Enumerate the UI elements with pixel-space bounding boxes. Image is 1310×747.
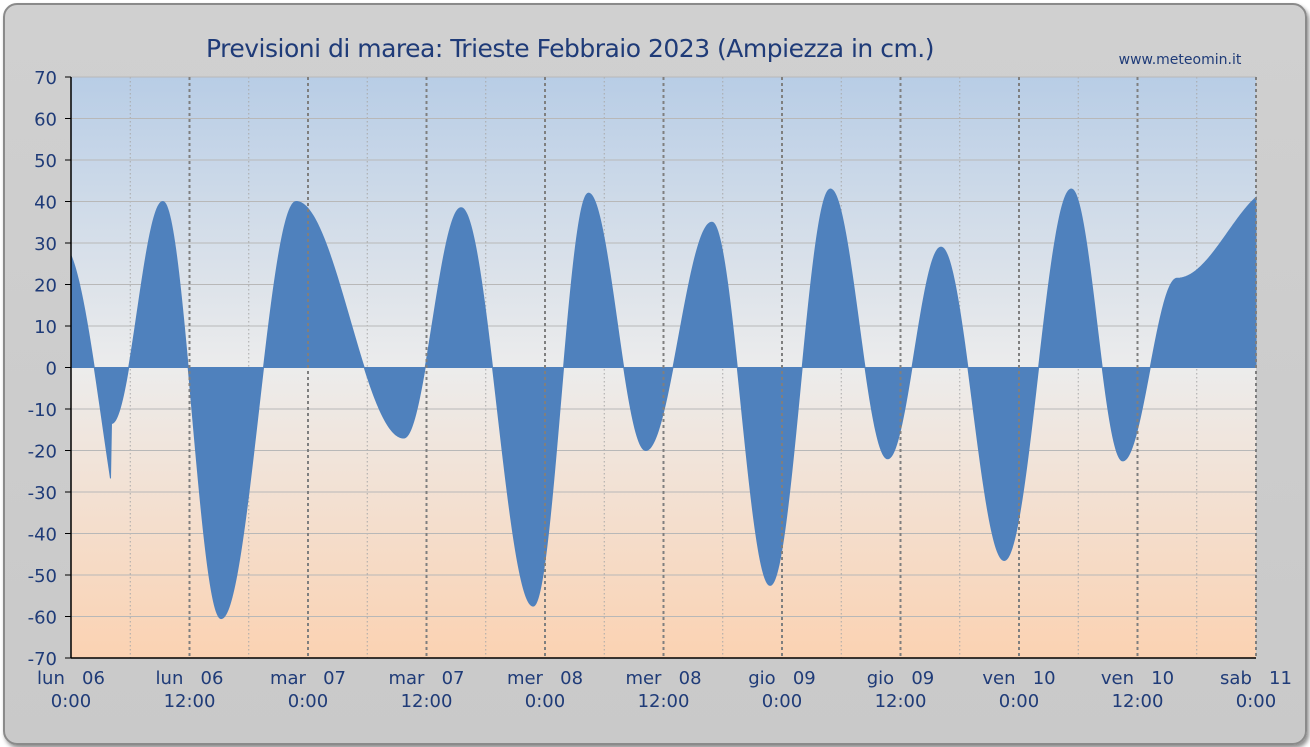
x-tick-label-day: mer 08	[625, 668, 701, 689]
x-tick-label-day: mar 07	[270, 668, 346, 689]
y-tick-label: -20	[28, 442, 57, 463]
y-tick-label: 60	[34, 110, 57, 131]
minor-gridlines	[129, 77, 1198, 658]
x-tick-label-time: 0:00	[525, 691, 565, 712]
x-tick-label-day: gio 09	[867, 668, 935, 689]
x-tick-label-time: 12:00	[164, 691, 216, 712]
y-tick-labels: 70 60 50 40 30 20 10 0 -10 -20 -30 -40 -50 -60 -70	[28, 68, 57, 670]
chart-title: Previsioni di marea: Trieste Febbraio 20…	[205, 34, 935, 63]
x-tick-label-day: gio 09	[748, 668, 816, 689]
y-tick-label: -60	[28, 608, 57, 629]
x-tick-label-day: sab 11	[1220, 668, 1292, 689]
x-tick-label-time: 0:00	[999, 691, 1039, 712]
y-tick-label: 40	[34, 193, 57, 214]
x-tick-label-time: 0:00	[51, 691, 91, 712]
y-tick-label: 70	[34, 68, 57, 89]
x-tick-label-day: lun 06	[156, 668, 224, 689]
x-tick-label-day: mar 07	[388, 668, 464, 689]
x-tick-label-day: ven 10	[982, 668, 1055, 689]
y-tick-label: -70	[28, 649, 57, 670]
x-tick-label-time: 12:00	[1112, 691, 1164, 712]
source-link[interactable]: www.meteomin.it	[1118, 52, 1242, 68]
y-tick-label: -40	[28, 525, 57, 546]
x-tick-label-time: 0:00	[762, 691, 802, 712]
y-tick-label: 50	[34, 151, 57, 172]
axes	[65, 76, 1256, 659]
x-tick-label-day: ven 10	[1101, 668, 1174, 689]
y-tick-label: -10	[28, 400, 57, 421]
x-tick-label-time: 12:00	[401, 691, 453, 712]
y-tick-label: 30	[34, 234, 57, 255]
y-tick-label: 20	[34, 276, 57, 297]
major-gridlines	[188, 77, 1257, 658]
y-tick-label: 10	[34, 317, 57, 338]
x-tick-label-time: 0:00	[288, 691, 328, 712]
x-tick-label-day: lun 06	[37, 668, 105, 689]
x-tick-label-time: 0:00	[1236, 691, 1276, 712]
x-tick-label-time: 12:00	[638, 691, 690, 712]
y-tick-label: -50	[28, 566, 57, 587]
y-tick-label: -30	[28, 483, 57, 504]
x-tick-label-day: mer 08	[507, 668, 583, 689]
y-tick-label: 0	[46, 359, 57, 380]
x-tick-label-time: 12:00	[875, 691, 927, 712]
